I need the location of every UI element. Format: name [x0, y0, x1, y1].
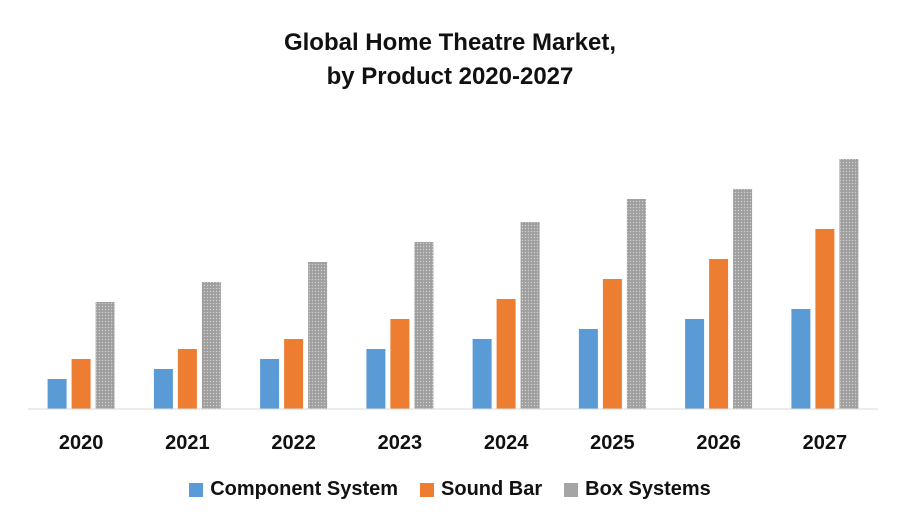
bar-box-systems-2024 [520, 222, 540, 409]
bar-sound-bar-2022 [284, 339, 304, 409]
bar-box-systems-2022 [308, 262, 328, 409]
bar-box-systems-2026 [733, 189, 753, 409]
bar-component-system-2026 [685, 319, 705, 409]
legend: Component System Sound Bar Box Systems [0, 478, 900, 501]
legend-label: Component System [210, 478, 399, 500]
legend-label: Sound Bar [441, 478, 543, 500]
bar-sound-bar-2020 [71, 359, 91, 409]
legend-swatch [420, 482, 435, 497]
chart-title: Global Home Theatre Market, by Product 2… [0, 26, 900, 94]
x-tick-label: 2022 [271, 432, 316, 454]
bar-component-system-2023 [366, 349, 386, 409]
bar-sound-bar-2025 [602, 279, 622, 409]
x-tick-label: 2024 [484, 432, 529, 454]
bars-group [47, 159, 859, 409]
legend-item-component-system: Component System [189, 478, 398, 501]
bar-component-system-2024 [472, 339, 492, 409]
bar-component-system-2025 [578, 329, 598, 409]
x-tick-label: 2020 [59, 432, 104, 454]
bar-component-system-2022 [260, 359, 280, 409]
bar-sound-bar-2024 [496, 299, 516, 409]
x-tick-label: 2027 [803, 432, 848, 454]
bar-sound-bar-2021 [177, 349, 197, 409]
x-tick-label: 2026 [696, 432, 741, 454]
legend-swatch [189, 482, 204, 497]
legend-swatch [564, 482, 579, 497]
bar-box-systems-2023 [414, 242, 434, 409]
bar-sound-bar-2023 [390, 319, 410, 409]
x-tick-label: 2023 [378, 432, 423, 454]
chart-title-line1: Global Home Theatre Market, [283, 29, 617, 56]
bar-box-systems-2021 [201, 282, 221, 409]
bar-sound-bar-2027 [815, 229, 835, 409]
bar-component-system-2027 [791, 309, 811, 409]
legend-item-box-systems: Box Systems [564, 478, 711, 501]
legend-label: Box Systems [585, 478, 711, 500]
bar-sound-bar-2026 [709, 259, 729, 409]
bar-component-system-2021 [153, 369, 173, 409]
legend-item-sound-bar: Sound Bar [420, 478, 542, 501]
chart-title-line2: by Product 2020-2027 [326, 63, 574, 90]
bar-box-systems-2027 [839, 159, 859, 409]
bar-box-systems-2025 [626, 199, 646, 409]
bar-component-system-2020 [47, 379, 67, 409]
x-tick-labels: 2020 2021 2022 2023 2024 2025 2026 2027 [59, 432, 847, 454]
bar-box-systems-2020 [95, 302, 115, 409]
x-tick-label: 2025 [590, 432, 635, 454]
x-tick-label: 2021 [165, 432, 210, 454]
